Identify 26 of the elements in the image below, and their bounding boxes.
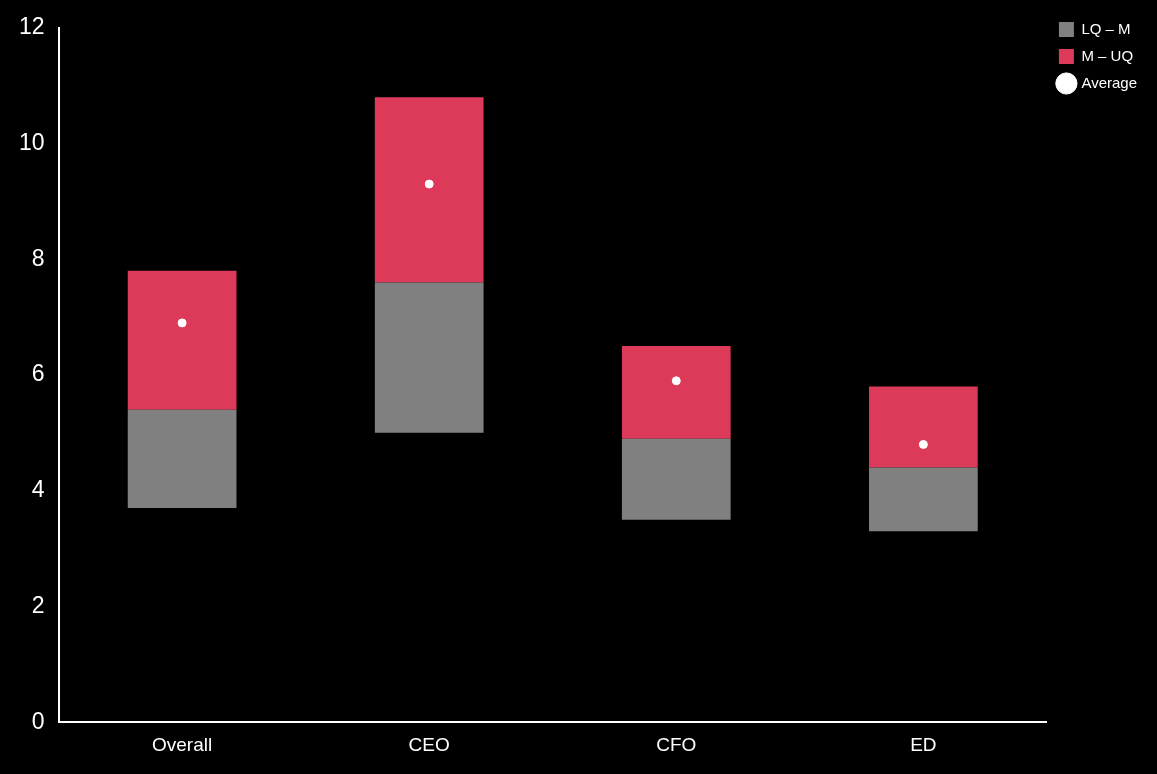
bar [374, 282, 484, 433]
y-tick-label: 8 [31, 244, 45, 271]
legend-label: Average [1081, 73, 1138, 91]
bar [869, 386, 978, 468]
x-tick-label: Overall [152, 733, 213, 755]
x-tick-label: CFO [656, 733, 697, 755]
bar [621, 346, 731, 439]
y-tick-label: 4 [31, 476, 45, 503]
bar [374, 97, 484, 283]
x-tick-label: ED [910, 733, 937, 755]
bar [869, 467, 978, 532]
y-tick-label: 10 [18, 128, 45, 155]
bar [127, 270, 237, 410]
point [177, 318, 187, 328]
y-tick-label: 2 [31, 591, 45, 618]
bar [621, 438, 731, 520]
bar [127, 409, 237, 509]
y-tick-label: 0 [31, 707, 45, 734]
point [918, 439, 928, 449]
legend-label: M – UQ [1081, 46, 1134, 64]
y-tick-label: 12 [18, 13, 45, 40]
legend-label: LQ – M [1081, 19, 1131, 37]
x-tick-label: CEO [408, 733, 450, 755]
y-tick-label: 6 [31, 360, 45, 387]
point [671, 376, 681, 386]
point [424, 179, 434, 189]
